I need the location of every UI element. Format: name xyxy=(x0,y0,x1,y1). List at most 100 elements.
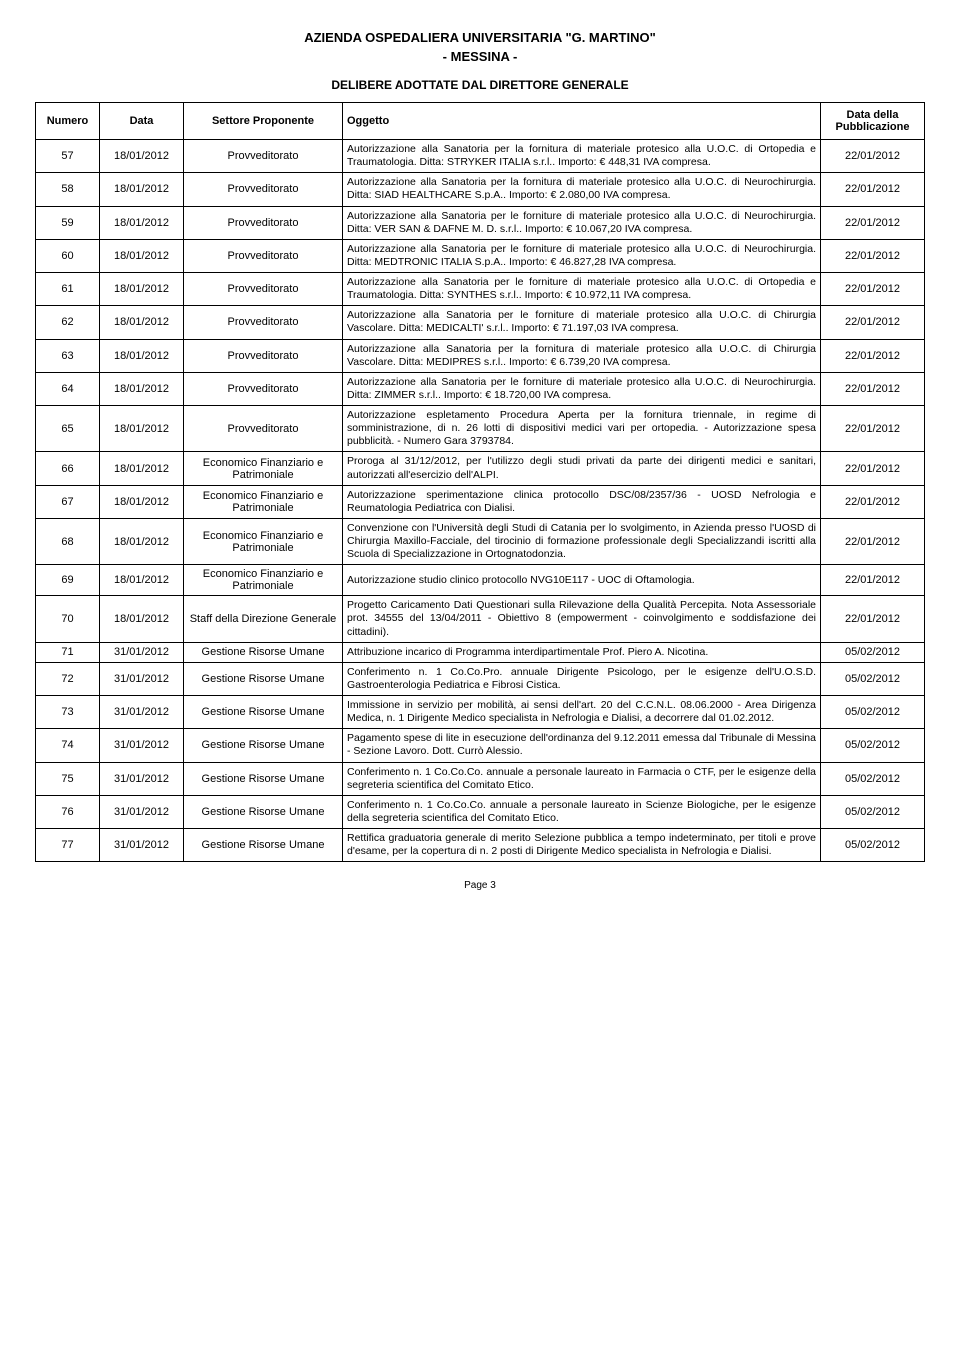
cell-pub: 22/01/2012 xyxy=(821,372,925,405)
section-title: DELIBERE ADOTTATE DAL DIRETTORE GENERALE xyxy=(35,78,925,92)
cell-numero: 74 xyxy=(36,729,100,762)
cell-numero: 70 xyxy=(36,596,100,642)
table-row: 6218/01/2012ProvveditoratoAutorizzazione… xyxy=(36,306,925,339)
cell-oggetto: Convenzione con l'Università degli Studi… xyxy=(343,518,821,564)
cell-settore: Gestione Risorse Umane xyxy=(184,696,343,729)
cell-settore: Provveditorato xyxy=(184,239,343,272)
cell-settore: Gestione Risorse Umane xyxy=(184,829,343,862)
cell-oggetto: Proroga al 31/12/2012, per l'utilizzo de… xyxy=(343,452,821,485)
cell-settore: Economico Finanziario e Patrimoniale xyxy=(184,452,343,485)
table-header-row: Numero Data Settore Proponente Oggetto D… xyxy=(36,103,925,140)
cell-pub: 05/02/2012 xyxy=(821,729,925,762)
cell-pub: 22/01/2012 xyxy=(821,339,925,372)
page-number: Page 3 xyxy=(35,880,925,891)
table-row: 6118/01/2012ProvveditoratoAutorizzazione… xyxy=(36,273,925,306)
cell-numero: 60 xyxy=(36,239,100,272)
cell-settore: Provveditorato xyxy=(184,306,343,339)
table-row: 7631/01/2012Gestione Risorse UmaneConfer… xyxy=(36,795,925,828)
cell-numero: 68 xyxy=(36,518,100,564)
cell-pub: 22/01/2012 xyxy=(821,206,925,239)
cell-oggetto: Autorizzazione alla Sanatoria per le for… xyxy=(343,306,821,339)
delibere-table: Numero Data Settore Proponente Oggetto D… xyxy=(35,102,925,862)
col-oggetto: Oggetto xyxy=(343,103,821,140)
cell-oggetto: Conferimento n. 1 Co.Co.Co. annuale a pe… xyxy=(343,762,821,795)
org-title: AZIENDA OSPEDALIERA UNIVERSITARIA "G. MA… xyxy=(35,30,925,45)
cell-settore: Provveditorato xyxy=(184,406,343,452)
cell-oggetto: Rettifica graduatoria generale di merito… xyxy=(343,829,821,862)
table-row: 7131/01/2012Gestione Risorse UmaneAttrib… xyxy=(36,642,925,662)
cell-data: 31/01/2012 xyxy=(100,829,184,862)
cell-data: 18/01/2012 xyxy=(100,452,184,485)
table-row: 7331/01/2012Gestione Risorse UmaneImmiss… xyxy=(36,696,925,729)
org-subtitle: - MESSINA - xyxy=(35,49,925,64)
cell-data: 18/01/2012 xyxy=(100,518,184,564)
cell-numero: 77 xyxy=(36,829,100,862)
cell-data: 31/01/2012 xyxy=(100,729,184,762)
col-numero: Numero xyxy=(36,103,100,140)
cell-oggetto: Conferimento n. 1 Co.Co.Pro. annuale Dir… xyxy=(343,662,821,695)
cell-pub: 22/01/2012 xyxy=(821,140,925,173)
cell-settore: Gestione Risorse Umane xyxy=(184,795,343,828)
cell-settore: Gestione Risorse Umane xyxy=(184,729,343,762)
cell-oggetto: Attribuzione incarico di Programma inter… xyxy=(343,642,821,662)
table-row: 6418/01/2012ProvveditoratoAutorizzazione… xyxy=(36,372,925,405)
cell-oggetto: Autorizzazione alla Sanatoria per le for… xyxy=(343,273,821,306)
cell-oggetto: Autorizzazione alla Sanatoria per le for… xyxy=(343,372,821,405)
cell-pub: 22/01/2012 xyxy=(821,565,925,596)
cell-settore: Gestione Risorse Umane xyxy=(184,762,343,795)
cell-oggetto: Pagamento spese di lite in esecuzione de… xyxy=(343,729,821,762)
table-row: 6318/01/2012ProvveditoratoAutorizzazione… xyxy=(36,339,925,372)
cell-oggetto: Autorizzazione espletamento Procedura Ap… xyxy=(343,406,821,452)
cell-pub: 22/01/2012 xyxy=(821,273,925,306)
cell-data: 31/01/2012 xyxy=(100,696,184,729)
cell-oggetto: Immissione in servizio per mobilità, ai … xyxy=(343,696,821,729)
cell-settore: Provveditorato xyxy=(184,339,343,372)
cell-numero: 65 xyxy=(36,406,100,452)
cell-numero: 63 xyxy=(36,339,100,372)
table-row: 6518/01/2012ProvveditoratoAutorizzazione… xyxy=(36,406,925,452)
cell-settore: Staff della Direzione Generale xyxy=(184,596,343,642)
cell-data: 18/01/2012 xyxy=(100,239,184,272)
cell-settore: Economico Finanziario e Patrimoniale xyxy=(184,518,343,564)
cell-pub: 22/01/2012 xyxy=(821,406,925,452)
cell-settore: Provveditorato xyxy=(184,372,343,405)
col-pubblicazione: Data della Pubblicazione xyxy=(821,103,925,140)
table-row: 6718/01/2012Economico Finanziario e Patr… xyxy=(36,485,925,518)
cell-pub: 05/02/2012 xyxy=(821,795,925,828)
cell-oggetto: Progetto Caricamento Dati Questionari su… xyxy=(343,596,821,642)
cell-numero: 64 xyxy=(36,372,100,405)
cell-numero: 61 xyxy=(36,273,100,306)
cell-numero: 76 xyxy=(36,795,100,828)
cell-data: 31/01/2012 xyxy=(100,795,184,828)
cell-numero: 75 xyxy=(36,762,100,795)
table-row: 6018/01/2012ProvveditoratoAutorizzazione… xyxy=(36,239,925,272)
cell-pub: 22/01/2012 xyxy=(821,596,925,642)
cell-data: 18/01/2012 xyxy=(100,565,184,596)
cell-numero: 66 xyxy=(36,452,100,485)
cell-oggetto: Autorizzazione alla Sanatoria per le for… xyxy=(343,206,821,239)
cell-oggetto: Conferimento n. 1 Co.Co.Co. annuale a pe… xyxy=(343,795,821,828)
cell-oggetto: Autorizzazione studio clinico protocollo… xyxy=(343,565,821,596)
cell-settore: Provveditorato xyxy=(184,206,343,239)
cell-numero: 57 xyxy=(36,140,100,173)
col-settore: Settore Proponente xyxy=(184,103,343,140)
cell-data: 18/01/2012 xyxy=(100,206,184,239)
cell-settore: Provveditorato xyxy=(184,173,343,206)
cell-pub: 22/01/2012 xyxy=(821,173,925,206)
cell-numero: 69 xyxy=(36,565,100,596)
cell-numero: 58 xyxy=(36,173,100,206)
cell-data: 18/01/2012 xyxy=(100,485,184,518)
table-row: 6818/01/2012Economico Finanziario e Patr… xyxy=(36,518,925,564)
cell-pub: 05/02/2012 xyxy=(821,662,925,695)
table-row: 5718/01/2012ProvveditoratoAutorizzazione… xyxy=(36,140,925,173)
table-row: 7731/01/2012Gestione Risorse UmaneRettif… xyxy=(36,829,925,862)
cell-oggetto: Autorizzazione sperimentazione clinica p… xyxy=(343,485,821,518)
cell-data: 18/01/2012 xyxy=(100,273,184,306)
cell-numero: 72 xyxy=(36,662,100,695)
table-row: 6618/01/2012Economico Finanziario e Patr… xyxy=(36,452,925,485)
table-row: 7231/01/2012Gestione Risorse UmaneConfer… xyxy=(36,662,925,695)
cell-pub: 22/01/2012 xyxy=(821,485,925,518)
cell-oggetto: Autorizzazione alla Sanatoria per la for… xyxy=(343,339,821,372)
cell-numero: 73 xyxy=(36,696,100,729)
cell-data: 18/01/2012 xyxy=(100,306,184,339)
